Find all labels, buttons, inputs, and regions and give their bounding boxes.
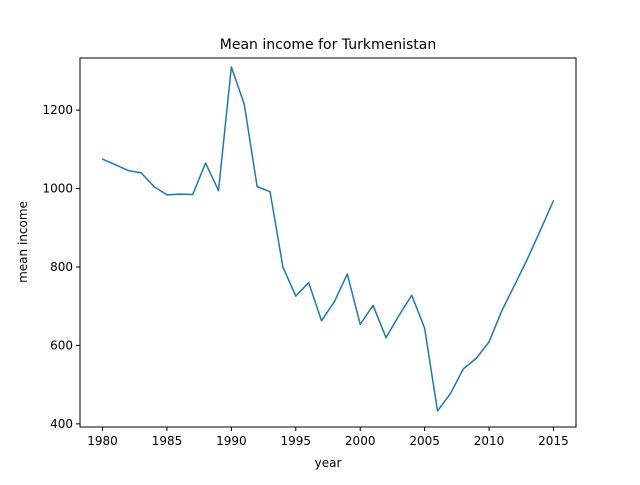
data-point [282,266,284,268]
data-point [269,190,271,193]
y-tick-label: 1000 [42,182,73,196]
data-point [501,309,503,312]
data-point [153,185,155,188]
y-tick-label: 400 [50,417,73,431]
data-point [256,185,258,188]
y-axis-ticks: 400 600 800 1000 1200 [42,103,80,431]
data-point [346,273,349,275]
y-tick-label: 1200 [42,103,73,117]
data-point [204,162,207,164]
y-tick-label: 800 [50,260,73,274]
data-point [166,194,168,196]
data-point [398,314,400,317]
data-point [217,189,220,192]
x-tick-label: 1985 [152,434,183,448]
data-point [449,392,452,395]
data-point [295,295,297,297]
data-point [410,294,413,296]
x-tick-label: 2010 [474,434,505,448]
data-point [526,257,529,260]
data-point [552,199,555,202]
plot-frame [79,57,577,428]
data-point [101,158,104,160]
data-point [385,336,387,339]
y-tick-label: 600 [50,338,73,352]
series-line [102,66,555,412]
data-point [488,341,490,343]
data-point [230,66,233,68]
x-axis-ticks: 1980 1985 1990 1995 2000 2005 2010 2015 [87,427,569,448]
data-point [539,229,542,231]
data-point [475,357,477,360]
data-point [179,193,181,195]
data-point [307,281,310,284]
data-point [436,410,439,412]
data-point [140,172,142,174]
y-axis-label: mean income [16,201,30,283]
data-point [114,163,117,166]
x-tick-label: 1980 [87,434,118,448]
data-point [191,193,194,196]
data-point [243,103,246,106]
x-axis-label: year [315,456,342,470]
series-layer [101,66,555,412]
data-point [333,300,336,303]
x-tick-label: 2000 [345,434,376,448]
chart-title: Mean income for Turkmenistan [220,37,436,53]
x-tick-label: 2015 [538,434,569,448]
data-point [359,323,361,326]
data-point [127,169,130,172]
x-tick-label: 1995 [281,434,312,448]
data-point [514,283,516,286]
data-point [372,304,374,307]
x-tick-label: 2005 [409,434,440,448]
data-point [423,327,426,329]
data-point [462,368,465,370]
data-point [320,319,323,322]
x-tick-label: 1990 [216,434,247,448]
